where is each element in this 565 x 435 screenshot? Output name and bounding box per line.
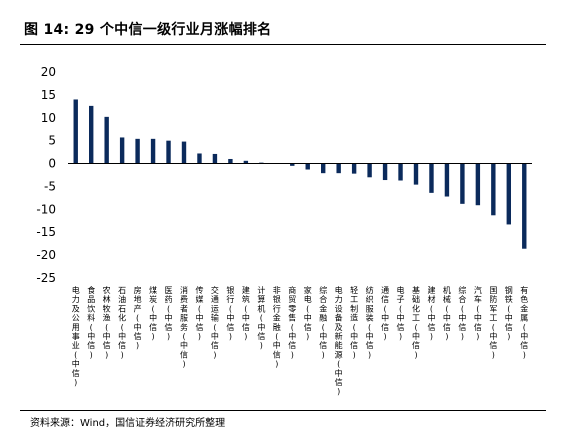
x-category-label: 电力设备及新能源(中信): [335, 285, 343, 396]
bar: [166, 140, 171, 164]
y-tick-label: -5: [44, 179, 56, 193]
bar: [475, 163, 481, 206]
x-category-label: 建材(中信): [427, 285, 435, 341]
x-category-label: 非银行金融(中信): [273, 285, 281, 369]
bar: [73, 99, 78, 164]
x-category-label: 家电(中信): [304, 285, 312, 341]
bar: [119, 137, 125, 164]
x-category-label: 轻工制造(中信): [350, 285, 358, 359]
x-category-label: 医药(中信): [165, 286, 173, 341]
x-category-label: 银行(中信): [226, 285, 234, 341]
x-category-label: 电力及公用事业(中信): [72, 285, 80, 387]
y-tick-label: 0: [48, 157, 56, 171]
y-tick-label: 10: [41, 111, 56, 125]
bar: [429, 163, 434, 193]
bar-chart: 20 15 10 5 0 -5 -10 -15 -20 -25 电力及公用事业(中信) 食品饮料(中…: [36, 65, 532, 396]
y-tick-label: -20: [36, 248, 56, 262]
source-divider: [20, 410, 546, 411]
x-category-label: 计算机(中信): [257, 285, 265, 350]
y-tick-label: -10: [36, 202, 56, 216]
bar: [305, 163, 310, 170]
x-category-label: 机械(中信): [443, 285, 451, 341]
bar-series: [73, 99, 527, 249]
y-tick-label: 15: [41, 88, 56, 102]
bar: [197, 153, 202, 164]
bar: [104, 116, 109, 164]
x-category-label: 综合金融(中信): [319, 285, 327, 359]
y-tick-label: -25: [36, 271, 56, 285]
x-category-label: 农林牧渔(中信): [103, 285, 111, 359]
bar: [506, 163, 511, 225]
bar: [336, 163, 341, 174]
x-axis-labels: 电力及公用事业(中信) 食品饮料(中信) 农林牧渔(中信) 石油石化(中信) 房地产(中…: [72, 285, 529, 396]
bar: [382, 163, 388, 181]
y-tick-label: 20: [41, 65, 56, 79]
x-category-label: 钢铁(中信): [505, 285, 513, 341]
bar: [228, 158, 233, 164]
x-category-label: 商贸零售(中信): [288, 285, 296, 359]
bar: [181, 141, 187, 164]
bar: [460, 163, 465, 204]
x-category-label: 通信(中信): [381, 285, 389, 341]
bar: [398, 163, 403, 181]
bar: [367, 163, 372, 178]
x-category-label: 石油石化(中信): [118, 286, 126, 359]
x-category-label: 综合(中信): [458, 285, 466, 341]
chart-title: 图 14: 29 个中信一级行业月涨幅排名: [24, 22, 272, 38]
bar: [522, 163, 527, 249]
bar: [491, 163, 496, 216]
x-category-label: 纺织服装(中信): [366, 285, 374, 359]
bar: [351, 163, 357, 174]
bar: [212, 153, 218, 164]
x-category-label: 基础化工(中信): [412, 285, 420, 359]
y-tick-label: -15: [36, 225, 56, 239]
x-category-label: 消费者服务(中信): [180, 285, 188, 369]
x-category-label: 房地产(中信): [134, 285, 142, 350]
bar: [444, 163, 450, 197]
x-category-label: 建筑(中信): [242, 285, 250, 341]
bar: [89, 105, 94, 164]
x-category-label: 传媒(中信): [195, 285, 203, 341]
x-category-label: 电子(中信): [397, 285, 405, 341]
bar: [290, 163, 295, 166]
title-divider: [20, 44, 546, 45]
bar: [321, 163, 326, 174]
x-category-label: 煤炭(中信): [149, 285, 157, 341]
bar: [135, 138, 140, 164]
x-category-label: 交通运输(中信): [211, 285, 219, 359]
bar: [413, 163, 419, 185]
y-tick-label: 5: [48, 134, 56, 148]
x-category-label: 有色金属(中信): [520, 285, 528, 359]
bar: [150, 138, 156, 164]
x-category-label: 国防军工(中信): [489, 286, 497, 359]
x-category-label: 汽车(中信): [474, 285, 482, 341]
bar: [243, 160, 249, 164]
y-axis: 20 15 10 5 0 -5 -10 -15 -20 -25: [36, 65, 56, 285]
x-category-label: 食品饮料(中信): [87, 285, 95, 359]
source-note: 资料来源：Wind，国信证券经济研究所整理: [30, 418, 226, 429]
